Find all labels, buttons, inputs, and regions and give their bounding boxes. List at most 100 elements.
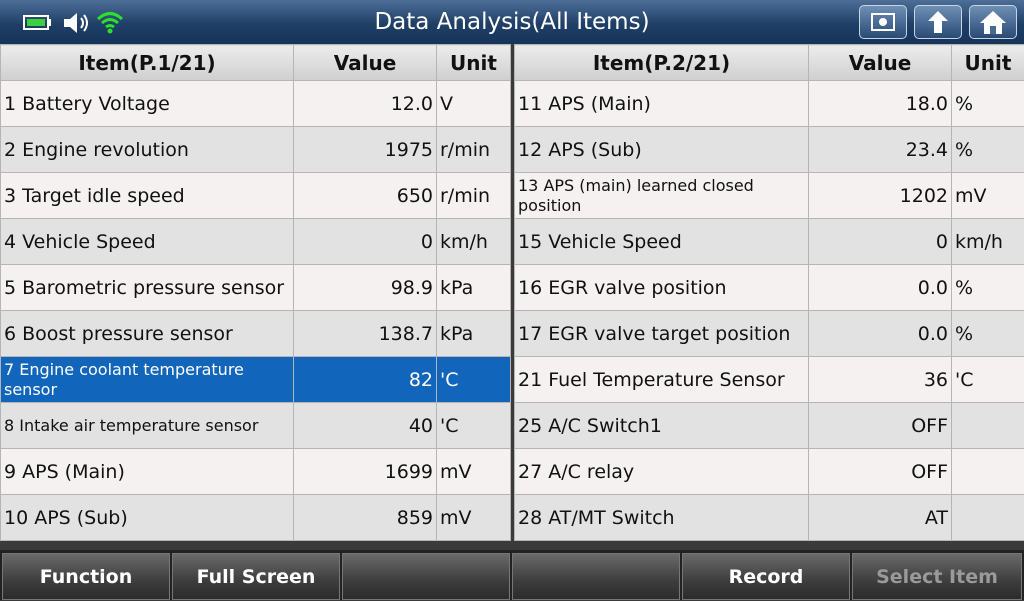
item-unit: 'C <box>437 357 511 403</box>
item-value: 138.7 <box>294 311 437 357</box>
item-name: 28 AT/MT Switch <box>515 495 809 541</box>
item-name: 16 EGR valve position <box>515 265 809 311</box>
blank-button <box>342 553 510 600</box>
item-unit: 'C <box>437 403 511 449</box>
bottom-bar: Function Full Screen Record Select Item <box>0 550 1024 600</box>
item-value: 1202 <box>809 173 952 219</box>
item-unit: % <box>952 127 1024 173</box>
item-value: 12.0 <box>294 81 437 127</box>
item-unit: kPa <box>437 311 511 357</box>
item-unit: km/h <box>437 219 511 265</box>
item-value: 650 <box>294 173 437 219</box>
column-header: Item(P.1/21) <box>1 45 294 81</box>
home-button[interactable] <box>969 5 1017 39</box>
item-name: 25 A/C Switch1 <box>515 403 809 449</box>
screenshot-button[interactable] <box>859 5 907 39</box>
item-name: 17 EGR valve target position <box>515 311 809 357</box>
item-name: 7 Engine coolant temperature sensor <box>1 357 294 403</box>
item-unit: mV <box>437 449 511 495</box>
empty-cell <box>952 495 1024 541</box>
item-name: 9 APS (Main) <box>1 449 294 495</box>
blank-button <box>512 553 680 600</box>
column-header: Value <box>809 45 952 81</box>
item-name: 3 Target idle speed <box>1 173 294 219</box>
item-value: 82 <box>294 357 437 403</box>
item-value: 1699 <box>294 449 437 495</box>
item-name: 4 Vehicle Speed <box>1 219 294 265</box>
item-unit: % <box>952 265 1024 311</box>
item-unit: mV <box>952 173 1024 219</box>
item-unit: V <box>437 81 511 127</box>
item-value: 0 <box>809 219 952 265</box>
item-unit: % <box>952 81 1024 127</box>
item-name: 1 Battery Voltage <box>1 81 294 127</box>
item-name: 10 APS (Sub) <box>1 495 294 541</box>
back-button[interactable] <box>914 5 962 39</box>
item-value: AT <box>809 495 952 541</box>
item-value: 36 <box>809 357 952 403</box>
record-button[interactable]: Record <box>682 553 850 600</box>
item-value: 1975 <box>294 127 437 173</box>
item-name: 11 APS (Main) <box>515 81 809 127</box>
item-name: 12 APS (Sub) <box>515 127 809 173</box>
item-name: 8 Intake air temperature sensor <box>1 403 294 449</box>
item-value: OFF <box>809 403 952 449</box>
item-name: 21 Fuel Temperature Sensor <box>515 357 809 403</box>
item-name: 27 A/C relay <box>515 449 809 495</box>
item-value: 18.0 <box>809 81 952 127</box>
item-value: 0.0 <box>809 265 952 311</box>
item-value: 23.4 <box>809 127 952 173</box>
title-bar: Data Analysis(All Items) <box>0 0 1024 44</box>
item-name: 15 Vehicle Speed <box>515 219 809 265</box>
column-header: Unit <box>437 45 511 81</box>
empty-cell <box>952 403 1024 449</box>
item-unit: r/min <box>437 127 511 173</box>
item-name: 13 APS (main) learned closed position <box>515 173 809 219</box>
item-unit: mV <box>437 495 511 541</box>
select-item-button: Select Item <box>852 553 1022 600</box>
data-row[interactable]: 11 APS (Main)18.0% <box>515 81 1024 127</box>
column-header: Item(P.2/21) <box>515 45 809 81</box>
item-unit: r/min <box>437 173 511 219</box>
function-button[interactable]: Function <box>2 553 170 600</box>
column-header: Value <box>294 45 437 81</box>
item-value: 98.9 <box>294 265 437 311</box>
item-value: 0 <box>294 219 437 265</box>
item-name: 5 Barometric pressure sensor <box>1 265 294 311</box>
item-name: 2 Engine revolution <box>1 127 294 173</box>
item-value: 40 <box>294 403 437 449</box>
item-unit: % <box>952 311 1024 357</box>
item-value: 0.0 <box>809 311 952 357</box>
item-unit: 'C <box>952 357 1024 403</box>
item-unit: km/h <box>952 219 1024 265</box>
item-unit: kPa <box>437 265 511 311</box>
full-screen-button[interactable]: Full Screen <box>172 553 340 600</box>
item-name: 6 Boost pressure sensor <box>1 311 294 357</box>
column-header: Unit <box>952 45 1024 81</box>
data-row[interactable]: 12 APS (Sub)23.4% <box>515 127 1024 173</box>
